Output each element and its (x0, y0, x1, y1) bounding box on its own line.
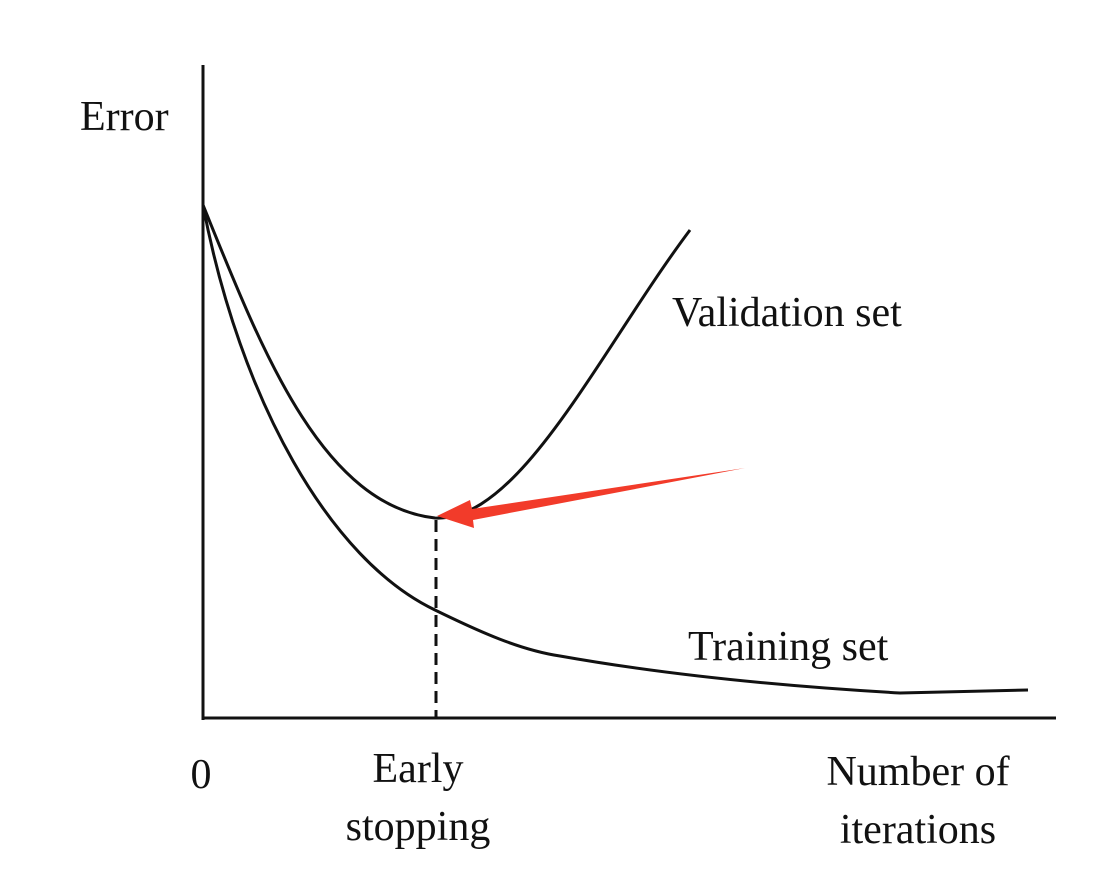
training-curve (201, 204, 1029, 695)
training-label: Training set (688, 624, 889, 670)
red-arrow (437, 468, 745, 528)
origin-label: 0 (191, 752, 212, 798)
early-stopping-label: Early (373, 746, 464, 792)
early-stopping-label: stopping (346, 804, 491, 850)
x-axis-label: iterations (840, 807, 996, 853)
validation-curve (201, 204, 692, 520)
validation-label: Validation set (672, 290, 902, 336)
y-axis-label: Error (80, 94, 169, 140)
x-axis-label: Number of (826, 749, 1009, 795)
